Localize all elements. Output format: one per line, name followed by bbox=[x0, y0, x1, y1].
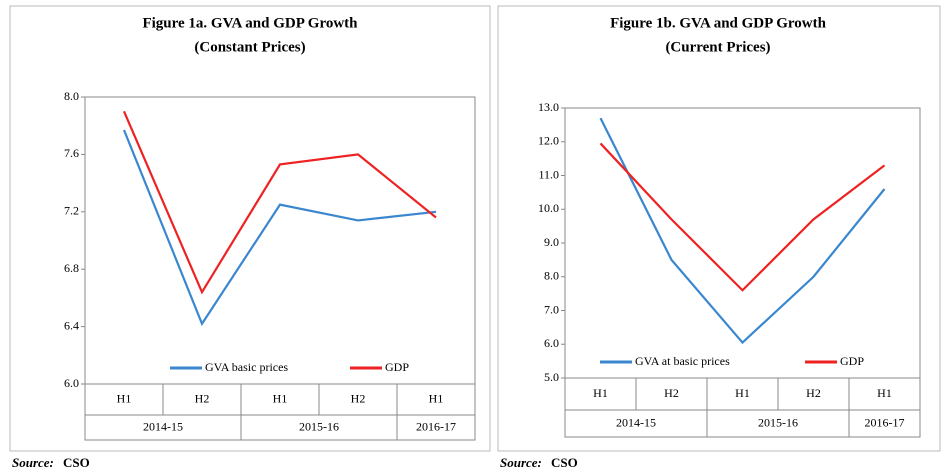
x-tick-label: H1 bbox=[429, 391, 444, 405]
group-label: 2016-17 bbox=[865, 415, 905, 429]
plot-area bbox=[84, 96, 476, 385]
y-tick-label: 6.8 bbox=[64, 261, 79, 275]
group-label: 2015-16 bbox=[758, 415, 798, 429]
x-tick-label: H2 bbox=[351, 391, 366, 405]
y-tick-label: 6.4 bbox=[64, 318, 79, 332]
legend-label: GDP bbox=[385, 360, 409, 374]
group-label: 2015-16 bbox=[299, 419, 339, 433]
series-line bbox=[599, 142, 886, 292]
y-tick-label: 6.0 bbox=[64, 376, 79, 390]
source-label: Source: bbox=[12, 455, 54, 470]
x-tick-label: H1 bbox=[273, 391, 288, 405]
category-box bbox=[84, 383, 476, 441]
source-label: Source: bbox=[500, 455, 542, 470]
y-tick-label: 7.0 bbox=[544, 302, 559, 316]
legend-label: GVA basic prices bbox=[205, 360, 288, 374]
y-tick-label: 8.0 bbox=[64, 89, 79, 103]
series-line bbox=[122, 110, 437, 295]
x-tick-label: H2 bbox=[806, 386, 821, 400]
panel-frame bbox=[9, 5, 491, 452]
y-tick-label: 12.0 bbox=[538, 134, 559, 148]
group-label: 2014-15 bbox=[143, 419, 183, 433]
y-tick-label: 7.6 bbox=[64, 146, 79, 160]
x-tick-label: H2 bbox=[195, 391, 210, 405]
panel-frame bbox=[497, 5, 941, 452]
x-tick-label: H1 bbox=[117, 391, 132, 405]
legend-label: GVA at basic prices bbox=[635, 354, 730, 368]
x-tick-label: H1 bbox=[877, 386, 892, 400]
source: CSO bbox=[63, 455, 90, 470]
y-tick-label: 9.0 bbox=[544, 235, 559, 249]
series-line bbox=[599, 117, 886, 345]
x-tick-label: H1 bbox=[735, 386, 750, 400]
chart-title: Figure 1b. GVA and GDP Growth bbox=[610, 15, 827, 31]
category-box bbox=[564, 377, 921, 438]
y-tick-label: 5.0 bbox=[544, 370, 559, 384]
series-line bbox=[122, 129, 437, 327]
chart-subtitle: (Current Prices) bbox=[665, 39, 770, 55]
source: CSO bbox=[551, 455, 578, 470]
group-label: 2016-17 bbox=[416, 419, 456, 433]
plot-area bbox=[564, 107, 921, 379]
chart-title: Figure 1a. GVA and GDP Growth bbox=[142, 15, 358, 31]
y-tick-label: 13.0 bbox=[538, 100, 559, 114]
x-tick-label: H2 bbox=[664, 386, 679, 400]
chart-subtitle: (Constant Prices) bbox=[194, 39, 305, 55]
group-label: 2014-15 bbox=[616, 415, 656, 429]
y-tick-label: 7.2 bbox=[64, 204, 79, 218]
x-tick-label: H1 bbox=[593, 386, 608, 400]
y-tick-label: 10.0 bbox=[538, 201, 559, 215]
y-tick-label: 8.0 bbox=[544, 269, 559, 283]
y-tick-label: 6.0 bbox=[544, 336, 559, 350]
y-tick-label: 11.0 bbox=[538, 167, 559, 181]
legend-label: GDP bbox=[840, 354, 864, 368]
